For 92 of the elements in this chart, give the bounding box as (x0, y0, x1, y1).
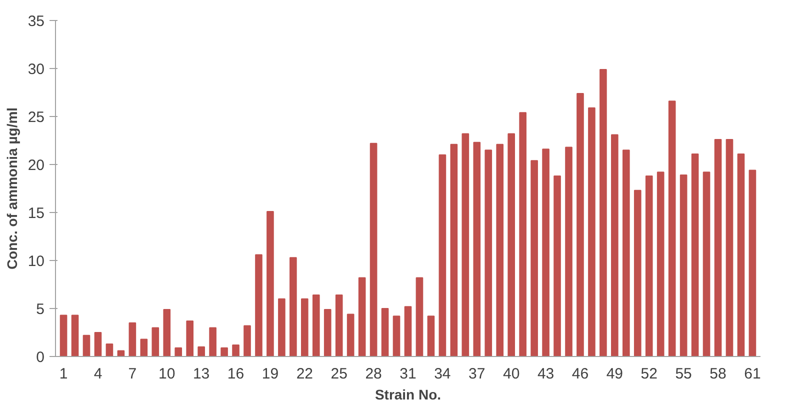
bar (278, 298, 286, 356)
bar (416, 277, 424, 356)
bar (554, 176, 561, 356)
x-tick-label: 40 (502, 366, 520, 382)
bar (438, 154, 446, 356)
bar (634, 190, 642, 356)
x-tick-label: 19 (262, 366, 279, 382)
y-axis-title: Conc. of ammonia µg/ml (4, 107, 20, 270)
x-tick-label: 1 (59, 366, 68, 382)
bar (748, 170, 756, 356)
bar (94, 332, 102, 356)
x-tick-label: 61 (744, 366, 761, 382)
bar (600, 68, 607, 356)
bar (702, 172, 710, 356)
y-tick-label: 10 (28, 253, 45, 270)
bar (473, 142, 481, 356)
x-tick-label: 49 (606, 366, 624, 382)
bar (588, 107, 596, 356)
y-tick-label: 20 (28, 157, 45, 174)
bar (358, 277, 366, 356)
bar (117, 350, 125, 356)
x-tick-label: 55 (675, 366, 692, 382)
bar (680, 174, 688, 356)
x-tick-label: 16 (227, 366, 244, 382)
bar (519, 112, 526, 356)
x-tick-label: 10 (158, 366, 176, 382)
bar (392, 316, 400, 356)
bar (152, 327, 160, 356)
bar (346, 314, 354, 356)
x-tick-label: 13 (192, 366, 210, 382)
bar (645, 176, 653, 356)
bar (737, 153, 745, 356)
bar (312, 294, 320, 356)
bar (668, 100, 676, 356)
bar (106, 344, 114, 356)
bar (174, 347, 182, 356)
bar (404, 306, 412, 356)
bar (220, 347, 228, 356)
x-tick-label: 28 (365, 366, 382, 382)
bar (381, 308, 389, 356)
x-axis-title: Strain No. (374, 386, 442, 402)
y-tick-label: 25 (28, 109, 45, 126)
bar (565, 146, 572, 356)
bar (209, 327, 216, 356)
bar (691, 153, 699, 356)
bar (726, 139, 734, 356)
x-tick-label: 4 (94, 366, 102, 382)
bar (301, 298, 308, 356)
bar (71, 314, 79, 356)
bar (198, 346, 205, 356)
bar (290, 257, 297, 356)
bar (128, 322, 136, 356)
x-tick-label: 7 (128, 366, 137, 382)
x-tick-label: 25 (330, 366, 348, 382)
x-tick-label: 34 (434, 366, 451, 382)
bar (462, 133, 470, 356)
x-tick-label: 43 (537, 366, 554, 382)
bar (508, 133, 515, 356)
bar (324, 308, 332, 356)
bar (714, 139, 722, 356)
bar (335, 294, 343, 356)
x-tick-label: 52 (640, 366, 658, 382)
bar (576, 92, 584, 356)
bar (232, 344, 240, 356)
bar (82, 334, 90, 356)
bar (496, 144, 504, 356)
bar (370, 142, 378, 356)
y-tick-label: 30 (28, 61, 45, 78)
bar (611, 134, 618, 356)
bar (60, 314, 68, 356)
bar (530, 160, 538, 356)
x-tick-label: 31 (400, 366, 416, 382)
bar (450, 144, 458, 356)
bar (622, 150, 630, 356)
bar (484, 150, 492, 356)
bar (244, 325, 251, 356)
y-tick-label: 15 (28, 205, 45, 222)
bar (186, 320, 194, 356)
y-tick-label: 5 (36, 301, 44, 318)
x-tick-label: 22 (296, 366, 314, 382)
x-tick-label: 37 (468, 366, 486, 382)
bar (255, 254, 262, 356)
bar (140, 338, 148, 356)
bar (656, 172, 664, 356)
y-tick-label: 35 (28, 13, 45, 30)
x-tick-label: 46 (572, 366, 589, 382)
bar (427, 316, 435, 356)
bar (542, 148, 550, 356)
x-tick-label: 58 (710, 366, 726, 382)
bar (266, 211, 274, 356)
bar (163, 308, 171, 356)
y-tick-label: 0 (36, 349, 44, 366)
